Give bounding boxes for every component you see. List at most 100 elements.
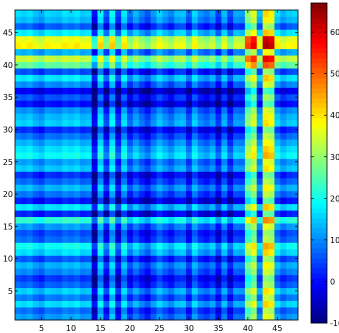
heatmap-cell [32, 158, 39, 166]
heatmap-cell [227, 106, 234, 114]
heatmap-cell [85, 55, 92, 63]
heatmap-cell [138, 42, 146, 50]
heatmap-cell [239, 274, 246, 282]
heatmap-cell [73, 223, 81, 230]
heatmap-cell [162, 35, 169, 43]
heatmap-cell [256, 203, 263, 211]
heatmap-cell [185, 139, 193, 146]
heatmap-cell [180, 119, 187, 127]
heatmap-cell [221, 106, 228, 114]
heatmap-cell [44, 210, 51, 218]
heatmap-cell [268, 68, 275, 75]
heatmap-cell [256, 22, 263, 30]
heatmap-cell [162, 132, 169, 140]
heatmap-cell [156, 248, 163, 256]
heatmap-cell [274, 68, 281, 75]
heatmap-cell [115, 74, 122, 82]
heatmap-cell [85, 42, 92, 50]
heatmap-cell [274, 10, 281, 17]
heatmap-cell [244, 61, 252, 69]
heatmap-cell [268, 22, 275, 30]
heatmap-cell [244, 74, 252, 82]
heatmap-cell [38, 313, 45, 321]
heatmap-cell [286, 197, 293, 205]
heatmap-cell [280, 152, 287, 159]
heatmap-cell [203, 68, 210, 75]
heatmap-cell [121, 152, 128, 159]
heatmap-cell [250, 55, 258, 63]
heatmap-cell [50, 87, 57, 95]
heatmap-cell [38, 87, 45, 95]
heatmap-cell [239, 132, 246, 140]
heatmap-cell [15, 48, 22, 56]
heatmap-cell [62, 100, 69, 108]
heatmap-cell [121, 106, 128, 114]
heatmap-cell [244, 197, 252, 205]
y-tick-label: 25 [3, 158, 13, 167]
heatmap-cell [32, 203, 39, 211]
heatmap-cell [15, 113, 22, 121]
heatmap-cell [44, 68, 51, 75]
heatmap-cell [44, 307, 51, 314]
heatmap-cell [127, 177, 134, 185]
heatmap-cell [262, 261, 269, 269]
heatmap-cell [32, 55, 39, 63]
heatmap-cell [227, 126, 234, 134]
colorbar-tick-label: 0 [330, 277, 335, 286]
heatmap-cell [97, 242, 104, 250]
heatmap-cell [215, 106, 222, 114]
heatmap-cell [180, 87, 187, 95]
heatmap-cell [56, 274, 63, 282]
heatmap-cell [209, 22, 216, 30]
heatmap-cell [150, 307, 157, 314]
heatmap-cell [286, 229, 293, 237]
heatmap-cell [162, 223, 169, 230]
heatmap-cell [209, 61, 216, 69]
colorbar-step [311, 278, 327, 284]
heatmap-cell [15, 35, 22, 43]
heatmap-cell [221, 184, 228, 192]
heatmap-cell [256, 255, 263, 263]
heatmap-cell [144, 274, 151, 282]
heatmap-cell [209, 119, 216, 127]
heatmap-cell [44, 74, 51, 82]
heatmap-cell [244, 313, 252, 321]
heatmap-cell [68, 190, 75, 198]
heatmap-cell [138, 216, 146, 224]
heatmap-cell [250, 139, 258, 146]
heatmap-cell [144, 210, 151, 218]
heatmap-cell [138, 203, 146, 211]
heatmap-cell [138, 287, 146, 295]
heatmap-cell [197, 281, 205, 289]
heatmap-cell [73, 307, 81, 314]
heatmap-cell [85, 145, 92, 153]
heatmap-cell [221, 100, 228, 108]
heatmap-cell [127, 55, 134, 63]
heatmap-cell [185, 236, 193, 243]
heatmap-cell [138, 248, 146, 256]
heatmap-cell [227, 16, 234, 24]
heatmap-cell [56, 294, 63, 301]
heatmap-cell [32, 281, 39, 289]
heatmap-cell [115, 16, 122, 24]
heatmap-cell [20, 158, 28, 166]
heatmap-cell [15, 87, 22, 95]
heatmap-cell [15, 223, 22, 230]
heatmap-cell [180, 210, 187, 218]
heatmap-cell [268, 48, 275, 56]
heatmap-cell [91, 16, 98, 24]
heatmap-cell [286, 287, 293, 295]
heatmap-cell [286, 74, 293, 82]
heatmap-cell [115, 106, 122, 114]
heatmap-cell [26, 29, 34, 37]
heatmap-cell [97, 255, 104, 263]
heatmap-cell [56, 197, 63, 205]
heatmap-cell [97, 281, 104, 289]
heatmap-cell [97, 307, 104, 314]
heatmap-cell [50, 152, 57, 159]
heatmap-cell [38, 281, 45, 289]
heatmap-cell [292, 229, 299, 237]
heatmap-cell [115, 171, 122, 179]
heatmap-cell [121, 229, 128, 237]
heatmap-cell [50, 236, 57, 243]
